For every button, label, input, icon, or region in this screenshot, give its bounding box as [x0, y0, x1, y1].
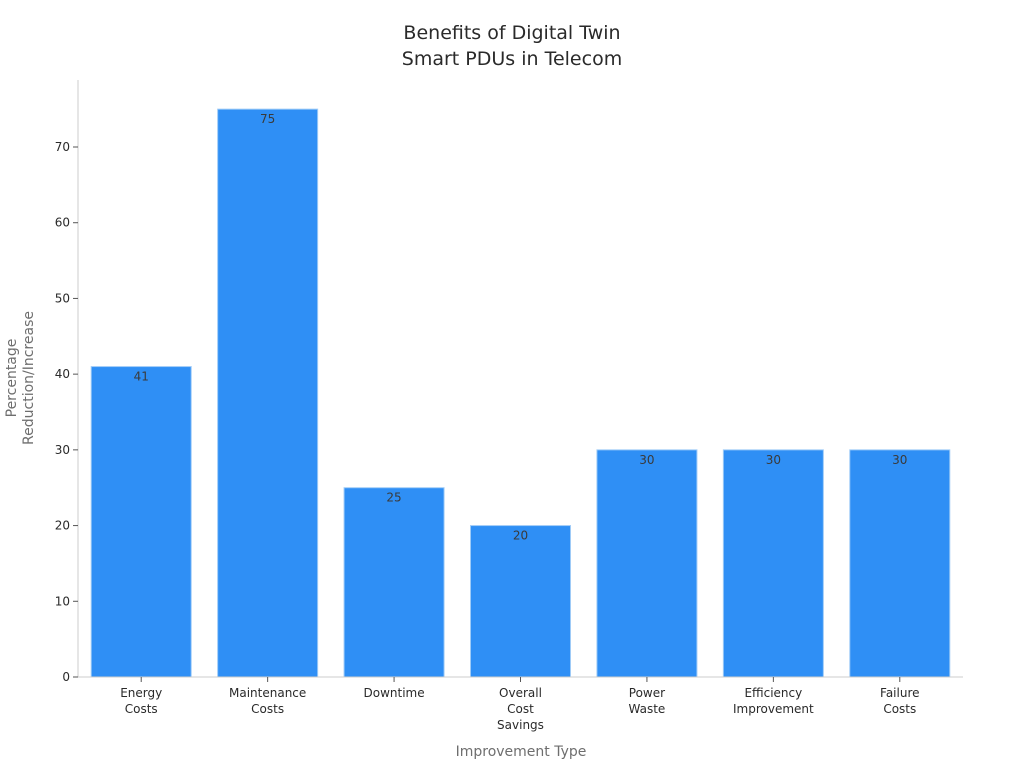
x-tick-label: Cost: [507, 702, 534, 716]
y-tick-label: 0: [62, 670, 70, 684]
chart-title-line-2: Smart PDUs in Telecom: [401, 48, 623, 70]
bar-value-label: 20: [513, 529, 528, 543]
y-axis-title: PercentageReduction/Increase: [4, 311, 37, 445]
y-tick-label: 10: [55, 594, 70, 608]
bar: [90, 366, 192, 678]
x-tick-label: Waste: [629, 702, 666, 716]
y-tick-label: 70: [55, 140, 70, 154]
y-tick-label: 40: [55, 367, 70, 381]
bar: [849, 449, 951, 678]
x-tick-label: Energy: [120, 686, 162, 700]
bar-value-label: 25: [386, 491, 401, 505]
y-tick-label: 30: [55, 443, 70, 457]
x-tick-label: Costs: [125, 702, 158, 716]
bar: [217, 108, 319, 678]
bar-value-label: 41: [134, 370, 149, 384]
y-tick-label: 60: [55, 216, 70, 230]
x-tick-label: Power: [629, 686, 665, 700]
x-tick-label: Improvement: [733, 702, 814, 716]
bar-value-label: 30: [892, 453, 907, 467]
bar: [596, 449, 698, 678]
bars-group: 41 75 25 20 30 30 30: [90, 108, 951, 678]
chart-title: Benefits of Digital Twin Smart PDUs in T…: [0, 20, 1024, 72]
chart-title-line-1: Benefits of Digital Twin: [403, 22, 621, 44]
bar-value-label: 75: [260, 112, 275, 126]
bar-value-label: 30: [766, 453, 781, 467]
x-tick-label: Costs: [251, 702, 284, 716]
bar: [470, 525, 571, 678]
bar: [722, 449, 824, 678]
bar: [343, 487, 445, 678]
x-tick-label: Downtime: [364, 686, 425, 700]
y-axis-ticks: 0 10 20 30 40 50 60 70: [55, 140, 78, 684]
bar-value-label: 30: [639, 453, 654, 467]
x-tick-label: Savings: [497, 718, 544, 732]
x-tick-label: Failure: [880, 686, 919, 700]
x-tick-label: Costs: [883, 702, 916, 716]
y-tick-label: 20: [55, 519, 70, 533]
x-tick-label: Maintenance: [229, 686, 306, 700]
x-axis-ticks: Energy Costs Maintenance Costs Downtime Overa…: [120, 677, 920, 732]
x-axis-title: Improvement Type: [456, 744, 587, 760]
x-tick-label: Overall: [499, 686, 542, 700]
x-tick-label: Efficiency: [744, 686, 802, 700]
y-tick-label: 50: [55, 291, 70, 305]
